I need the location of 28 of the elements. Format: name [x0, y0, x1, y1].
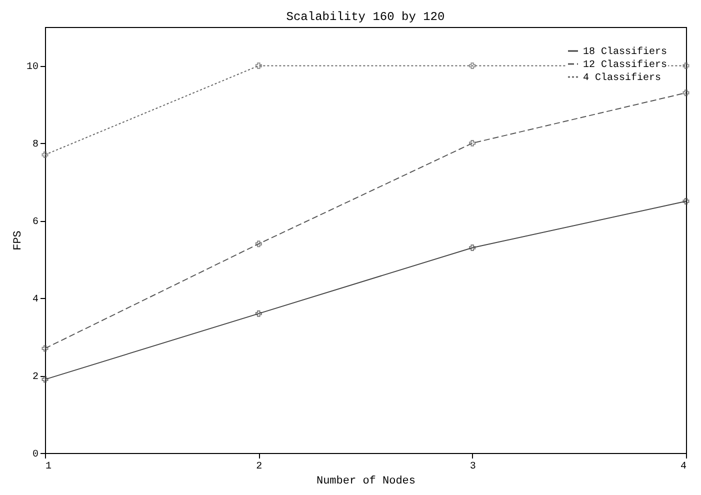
legend-label: 12 Classifiers: [583, 59, 668, 71]
point: [682, 198, 690, 205]
chart-title: Scalability 160 by 120: [286, 10, 445, 24]
point: [42, 376, 48, 383]
point: [255, 240, 262, 248]
legend-label: 4 Classifiers: [583, 72, 662, 84]
legend-label: 18 Classifiers: [583, 46, 668, 58]
y-tick-label: 6: [32, 217, 38, 228]
x-tick-label: 4: [680, 462, 686, 472]
point: [42, 152, 48, 158]
point: [469, 140, 476, 146]
y-tick-label: 8: [32, 140, 38, 151]
point: [682, 62, 690, 69]
point: [42, 345, 48, 352]
y-axis-title: FPS: [12, 230, 24, 250]
point: [469, 244, 476, 251]
y-tick-label: 10: [26, 62, 38, 74]
point: [255, 62, 262, 69]
x-tick-label: 1: [46, 462, 52, 472]
x-tick-label: 2: [256, 462, 262, 472]
y-tick-label: 0: [32, 450, 38, 460]
point: [469, 62, 476, 69]
y-tick-label: 4: [32, 294, 38, 306]
y-tick-label: 2: [32, 372, 38, 384]
point: [255, 310, 262, 317]
point: [682, 90, 690, 96]
x-tick-label: 3: [470, 462, 476, 472]
x-axis-title: Number of Nodes: [316, 476, 416, 488]
